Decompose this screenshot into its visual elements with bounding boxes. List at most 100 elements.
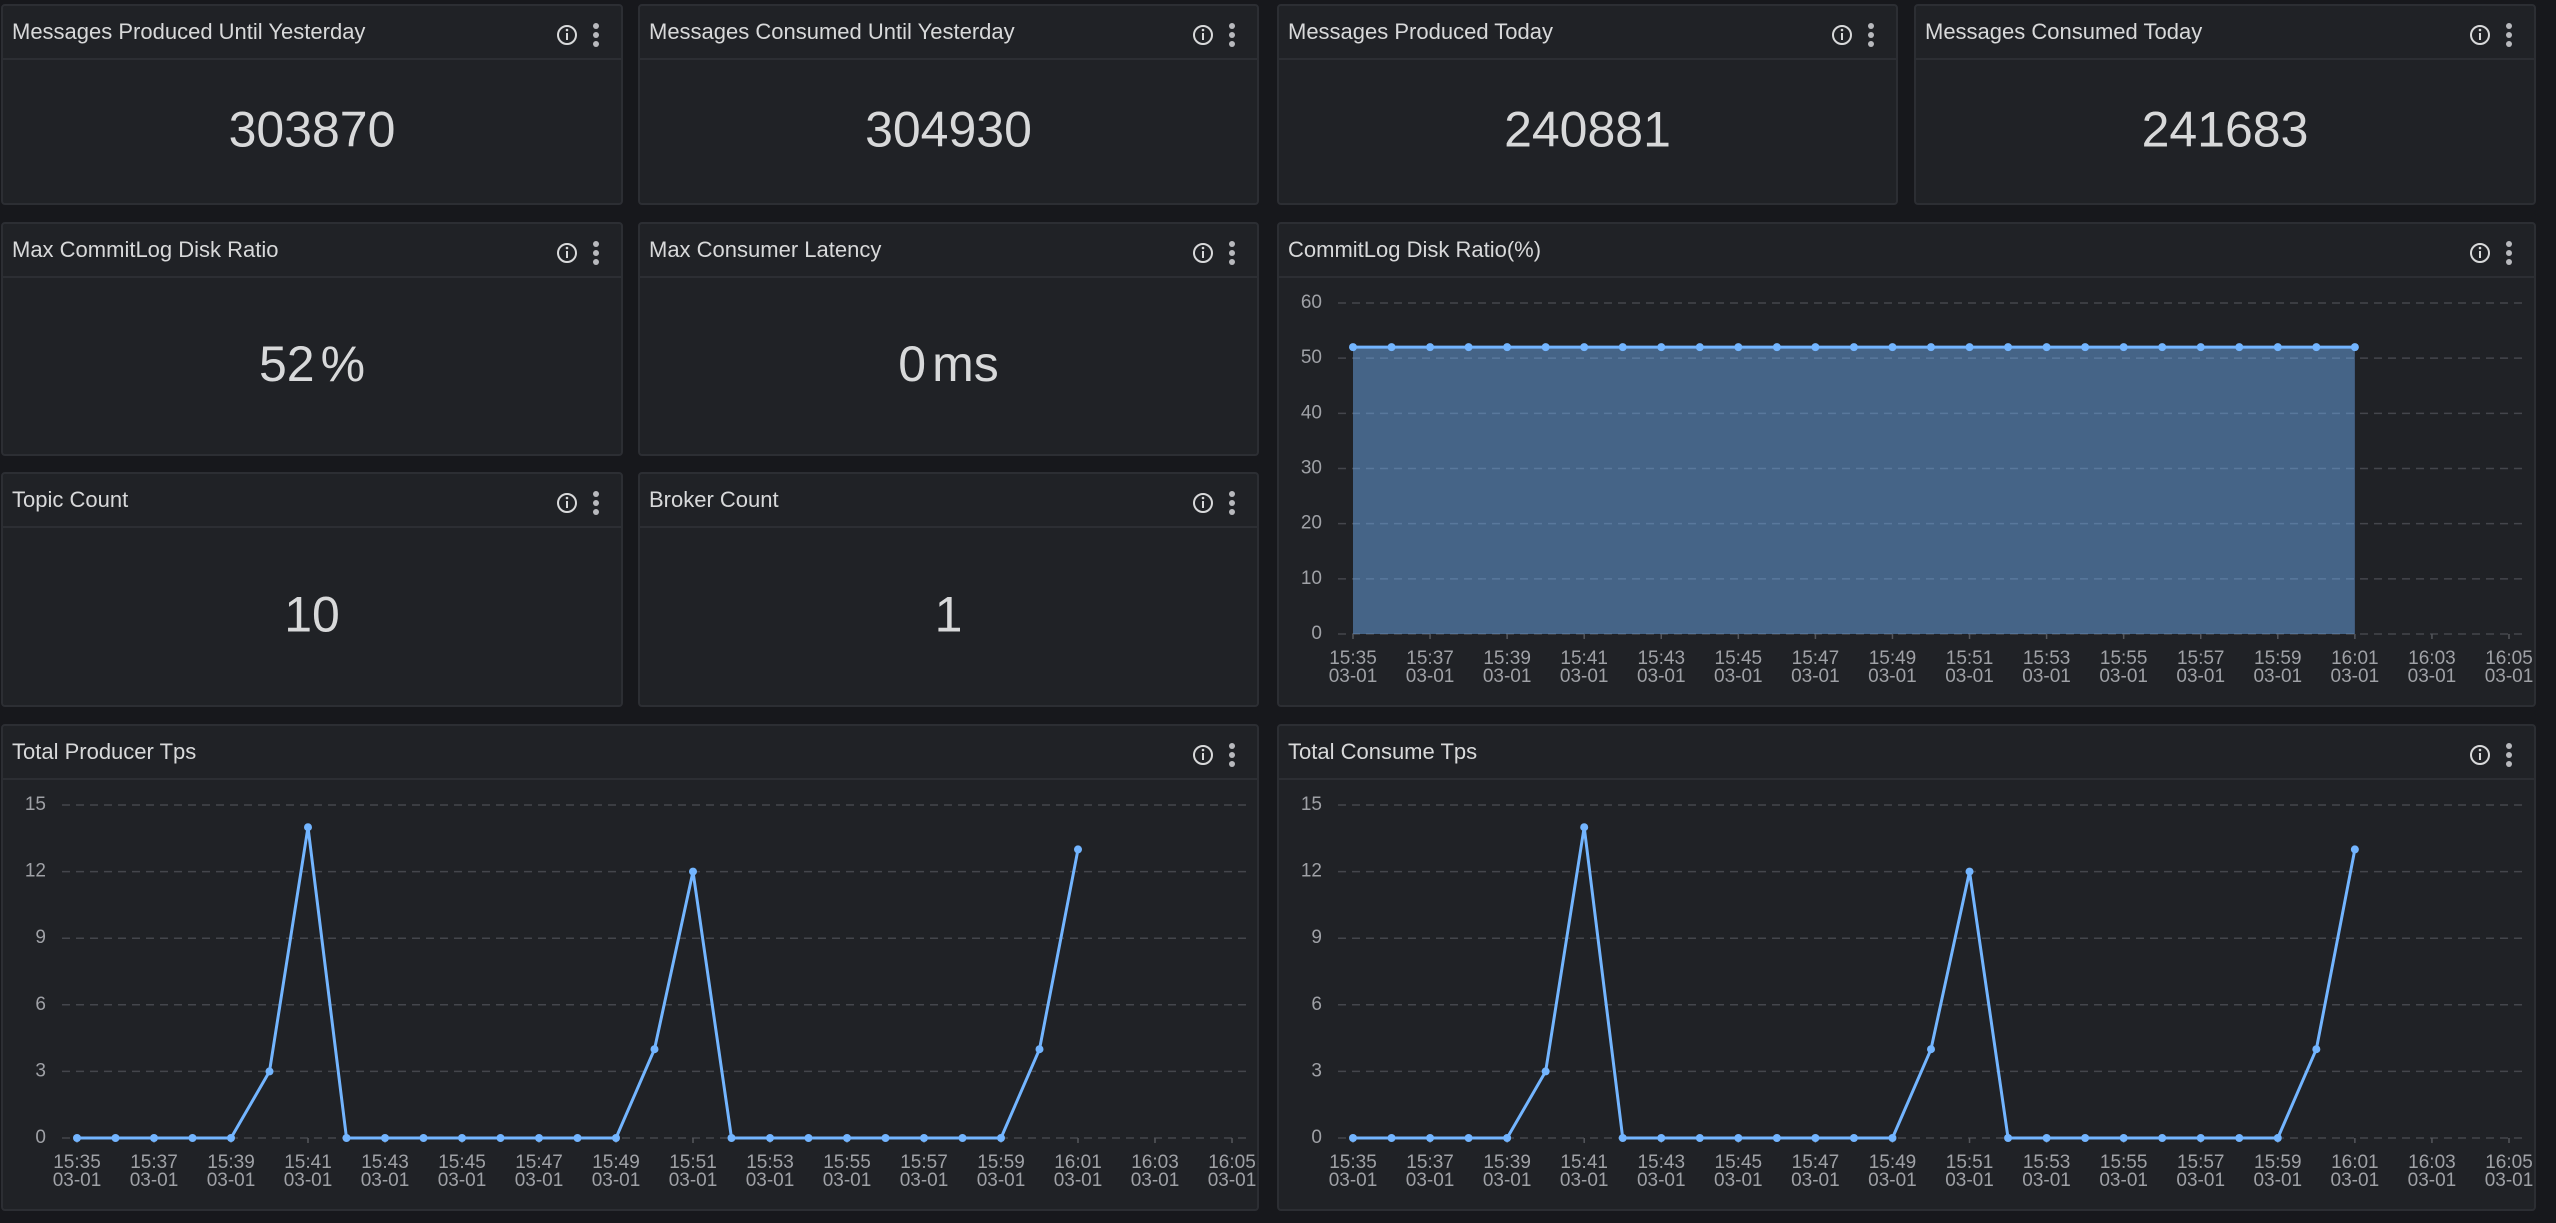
info-icon-dot: [566, 247, 569, 250]
stat-value: 0ms: [898, 336, 998, 392]
x-tick-label: 03-01: [2099, 1170, 2148, 1191]
point: [2158, 343, 2166, 351]
x-tick-label: 03-01: [1868, 1170, 1917, 1191]
x-tick-label: 03-01: [900, 1170, 949, 1191]
menu-icon[interactable]: [593, 241, 599, 265]
x-tick-label: 03-01: [1714, 1170, 1763, 1191]
point: [1966, 868, 1974, 876]
point: [2120, 1134, 2128, 1142]
stat-value: 10: [284, 587, 340, 643]
point: [2274, 343, 2282, 351]
x-tick-label: 03-01: [2408, 1170, 2457, 1191]
x-tick-label: 03-01: [1560, 1170, 1609, 1191]
x-tick-label: 03-01: [1406, 1170, 1455, 1191]
point: [1811, 343, 1819, 351]
y-tick-label: 0: [1311, 623, 1322, 644]
menu-icon[interactable]: [2506, 23, 2512, 47]
panel-title: Messages Consumed Today: [1925, 19, 2202, 44]
menu-icon-dot: [1229, 241, 1235, 247]
menu-icon-dot: [593, 509, 599, 515]
point: [1927, 1045, 1935, 1053]
point: [1426, 343, 1434, 351]
y-tick-label: 40: [1301, 402, 1322, 423]
point: [1619, 343, 1627, 351]
point: [1388, 1134, 1396, 1142]
menu-icon-dot: [2506, 241, 2512, 247]
menu-icon[interactable]: [1229, 23, 1235, 47]
point: [1657, 1134, 1665, 1142]
y-tick-label: 6: [1311, 994, 1322, 1015]
x-tick-label: 03-01: [2022, 1170, 2071, 1191]
x-tick-label: 03-01: [1329, 1170, 1378, 1191]
panel: Topic Count10: [2, 473, 622, 706]
x-tick-label: 03-01: [1714, 666, 1763, 687]
menu-icon[interactable]: [1229, 743, 1235, 767]
point: [651, 1045, 659, 1053]
panel-title: Messages Consumed Until Yesterday: [649, 19, 1015, 44]
stat-value: 241683: [2142, 102, 2309, 158]
panel: Messages Produced Until Yesterday303870: [2, 5, 622, 204]
y-tick-label: 6: [35, 994, 46, 1015]
point: [2235, 1134, 2243, 1142]
y-tick-label: 12: [1301, 861, 1322, 882]
x-tick-label: 03-01: [2253, 666, 2302, 687]
menu-icon[interactable]: [1229, 491, 1235, 515]
point: [2081, 1134, 2089, 1142]
x-tick-label: 03-01: [1483, 1170, 1532, 1191]
point: [1696, 1134, 1704, 1142]
point: [1850, 343, 1858, 351]
x-tick-label: 03-01: [2408, 666, 2457, 687]
area: [1353, 347, 2355, 634]
x-tick-label: 03-01: [2331, 666, 2380, 687]
x-tick-label: 03-01: [977, 1170, 1026, 1191]
stat-number: 303870: [229, 102, 396, 158]
menu-icon[interactable]: [2506, 241, 2512, 265]
point: [1850, 1134, 1858, 1142]
panel-title: Total Producer Tps: [12, 739, 196, 764]
point: [1503, 343, 1511, 351]
x-tick-label: 03-01: [2176, 1170, 2225, 1191]
info-icon-dot: [566, 497, 569, 500]
menu-icon-dot: [1229, 250, 1235, 256]
info-icon-dot: [1202, 749, 1205, 752]
y-tick-label: 10: [1301, 568, 1322, 589]
panel-title: Broker Count: [649, 487, 779, 512]
point: [1773, 343, 1781, 351]
point: [766, 1134, 774, 1142]
menu-icon[interactable]: [593, 491, 599, 515]
point: [150, 1134, 158, 1142]
stat-number: 304930: [865, 102, 1032, 158]
panel-title: Max Consumer Latency: [649, 237, 881, 262]
menu-icon[interactable]: [2506, 743, 2512, 767]
menu-icon-dot: [1229, 752, 1235, 758]
menu-icon[interactable]: [1868, 23, 1874, 47]
point: [843, 1134, 851, 1142]
panel-title: Total Consume Tps: [1288, 739, 1477, 764]
menu-icon[interactable]: [1229, 241, 1235, 265]
point: [1542, 343, 1550, 351]
point: [112, 1134, 120, 1142]
x-tick-label: 03-01: [2485, 666, 2534, 687]
menu-icon-dot: [1229, 23, 1235, 29]
menu-icon-dot: [1229, 491, 1235, 497]
x-tick-label: 03-01: [2022, 666, 2071, 687]
x-tick-label: 03-01: [207, 1170, 256, 1191]
x-tick-label: 03-01: [2331, 1170, 2380, 1191]
y-tick-label: 12: [25, 861, 46, 882]
x-tick-label: 03-01: [1637, 666, 1686, 687]
x-tick-label: 03-01: [2485, 1170, 2534, 1191]
point: [2235, 343, 2243, 351]
point: [2120, 343, 2128, 351]
point: [2004, 1134, 2012, 1142]
stat-number: 241683: [2142, 102, 2309, 158]
point: [1888, 1134, 1896, 1142]
menu-icon-dot: [1868, 32, 1874, 38]
menu-icon[interactable]: [593, 23, 599, 47]
point: [1888, 343, 1896, 351]
point: [805, 1134, 813, 1142]
x-tick-label: 03-01: [1329, 666, 1378, 687]
menu-icon-dot: [1868, 41, 1874, 47]
menu-icon-dot: [2506, 32, 2512, 38]
x-tick-label: 03-01: [438, 1170, 487, 1191]
